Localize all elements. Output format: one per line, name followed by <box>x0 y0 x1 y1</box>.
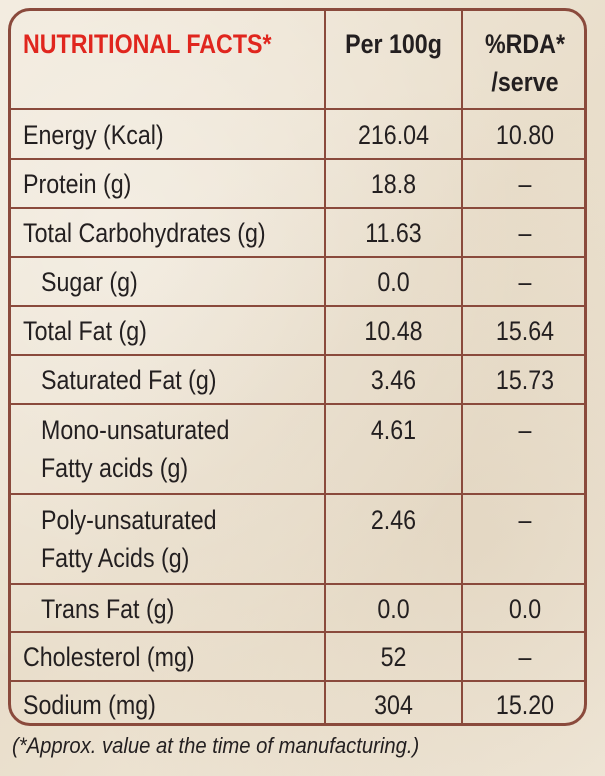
row-label: Cholesterol (mg) <box>23 642 195 672</box>
row-per100g: 304 <box>374 690 413 720</box>
column-header-rda-line1: %RDA* <box>484 29 565 59</box>
row-label: Sugar (g) <box>41 267 138 297</box>
row-rda: 15.73 <box>495 365 555 395</box>
row-label: Protein (g) <box>23 169 132 199</box>
row-label: Poly-unsaturated Fatty Acids (g) <box>41 501 217 577</box>
row-per100g: 0.0 <box>377 267 410 297</box>
row-per100g: 52 <box>380 642 407 672</box>
nutrition-table: NUTRITIONAL FACTS* Per 100g %RDA* /serve… <box>8 8 587 726</box>
column-header-rda-line2: /serve <box>491 67 559 97</box>
row-per100g: 2.46 <box>370 505 417 535</box>
row-rda: 15.64 <box>495 316 555 346</box>
row-rda: – <box>518 267 532 297</box>
row-divider <box>11 680 584 682</box>
table-title: NUTRITIONAL FACTS* <box>23 29 272 59</box>
row-label: Trans Fat (g) <box>41 594 175 624</box>
row-rda: – <box>518 505 532 535</box>
row-divider <box>11 158 584 160</box>
row-divider <box>11 631 584 633</box>
row-label: Mono-unsaturated Fatty acids (g) <box>41 411 229 487</box>
row-label-line1: Poly-unsaturated <box>41 505 217 535</box>
row-rda: 10.80 <box>495 120 555 150</box>
row-label: Total Carbohydrates (g) <box>23 218 266 248</box>
row-rda: – <box>518 642 532 672</box>
footnote: (*Approx. value at the time of manufactu… <box>12 733 420 758</box>
row-divider <box>11 583 584 585</box>
column-divider <box>461 11 463 723</box>
row-divider <box>11 108 584 110</box>
row-label: Total Fat (g) <box>23 316 147 346</box>
row-per100g: 0.0 <box>377 594 410 624</box>
row-per100g: 10.48 <box>364 316 423 346</box>
row-label-line1: Mono-unsaturated <box>41 415 230 445</box>
column-divider <box>324 11 326 723</box>
row-rda: 15.20 <box>495 690 555 720</box>
row-divider <box>11 403 584 405</box>
row-label: Saturated Fat (g) <box>41 365 217 395</box>
column-header-per100g: Per 100g <box>345 29 442 59</box>
row-rda: – <box>518 218 532 248</box>
row-divider <box>11 305 584 307</box>
row-rda: – <box>518 415 532 445</box>
row-divider <box>11 354 584 356</box>
row-per100g: 11.63 <box>365 218 422 248</box>
row-per100g: 18.8 <box>370 169 417 199</box>
row-label: Energy (Kcal) <box>23 120 164 150</box>
row-divider <box>11 493 584 495</box>
row-per100g: 216.04 <box>357 120 430 150</box>
row-per100g: 3.46 <box>370 365 417 395</box>
row-divider <box>11 256 584 258</box>
row-divider <box>11 207 584 209</box>
row-rda: – <box>518 169 532 199</box>
row-label-line2: Fatty acids (g) <box>41 453 189 483</box>
row-label-line2: Fatty Acids (g) <box>41 543 190 573</box>
column-header-rda: %RDA* /serve <box>472 25 579 101</box>
row-per100g: 4.61 <box>370 415 417 445</box>
row-rda: 0.0 <box>508 594 542 624</box>
row-label: Sodium (mg) <box>23 690 156 720</box>
